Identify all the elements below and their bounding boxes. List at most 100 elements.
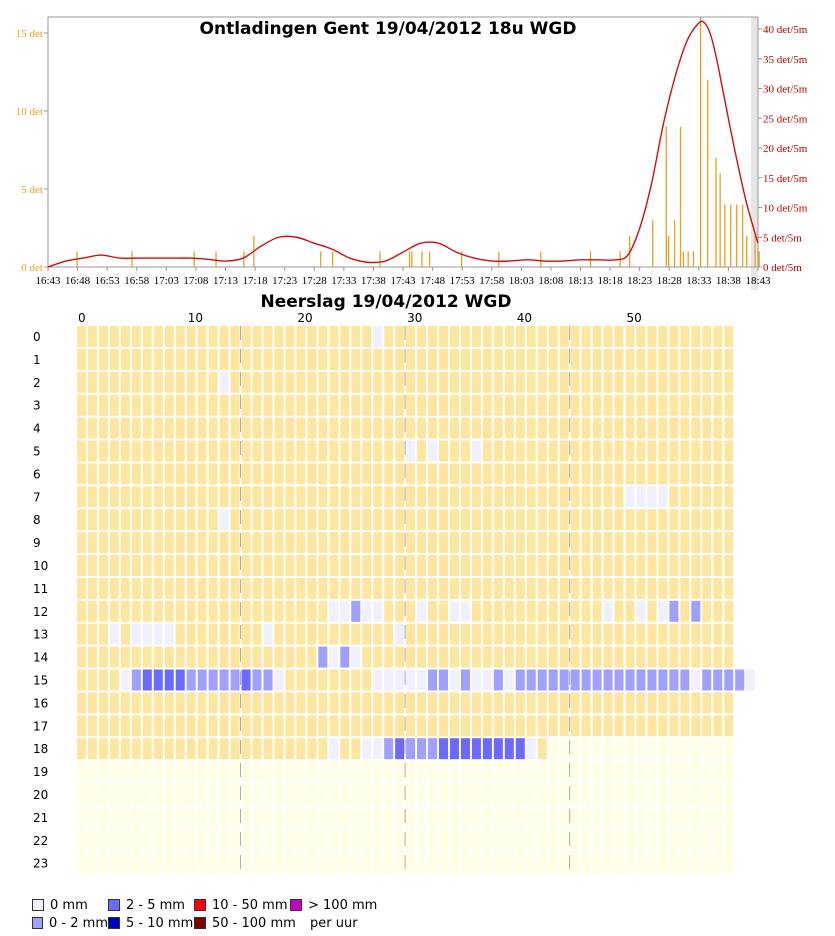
heatmap-cell: [384, 715, 394, 737]
heatmap-cell: [373, 692, 383, 714]
heatmap-cell: [318, 509, 328, 531]
x-tick-label: 17:58: [479, 275, 505, 287]
heatmap-cell: [362, 738, 372, 760]
heatmap-cell: [614, 577, 624, 599]
heatmap-cell: [285, 555, 295, 576]
heatmap-cell: [614, 440, 624, 462]
heatmap-cell: [702, 440, 712, 462]
heatmap-cell: [230, 623, 240, 645]
heatmap-cell: [230, 509, 240, 531]
heatmap-cell: [307, 509, 317, 531]
heatmap-cell: [406, 371, 416, 393]
x-tick-label: 18:43: [745, 275, 771, 287]
heatmap-cell: [120, 486, 130, 508]
heatmap-cell: [428, 669, 438, 691]
heatmap-cell: [515, 577, 525, 599]
heatmap-cell: [570, 417, 580, 439]
heatmap-cell: [548, 486, 558, 508]
heatmap-cell: [285, 600, 295, 622]
legend-label: 50 - 100 mm: [212, 915, 296, 931]
heatmap-cell: [142, 509, 152, 531]
heatmap-cell: [208, 692, 218, 714]
right-tick-label: 10 det/5m: [763, 203, 808, 215]
heatmap-cell: [713, 509, 723, 531]
heatmap-cell: [570, 669, 580, 691]
heatmap-cell: [428, 509, 438, 531]
heatmap-cell: [186, 692, 196, 714]
heatmap-cell: [351, 486, 361, 508]
heatmap-cell: [285, 417, 295, 439]
heatmap-cell: [460, 715, 470, 737]
heatmap-cell: [241, 463, 251, 485]
heatmap-cell: [559, 669, 569, 691]
heatmap-cell: [219, 852, 229, 874]
heatmap-cell: [471, 440, 481, 462]
heatmap-cell: [109, 532, 119, 554]
heatmap-cell: [219, 600, 229, 622]
heatmap-cell: [658, 692, 668, 714]
heatmap-cell: [230, 692, 240, 714]
heatmap-cell: [296, 692, 306, 714]
heatmap-cell: [351, 394, 361, 416]
heatmap-cell: [548, 417, 558, 439]
heatmap-cell: [131, 440, 141, 462]
heatmap-cell: [746, 669, 756, 691]
heatmap-cell: [449, 784, 459, 805]
heatmap-cell: [87, 646, 97, 668]
heatmap-cell: [471, 509, 481, 531]
heatmap-cell: [592, 806, 602, 828]
heatmap-cell: [98, 463, 108, 485]
heatmap-cell: [625, 394, 635, 416]
heatmap-cell: [164, 417, 174, 439]
heatmap-cell: [669, 486, 679, 508]
heatmap-cell: [417, 738, 427, 760]
heatmap-cell: [417, 463, 427, 485]
heatmap-cell: [526, 371, 536, 393]
heatmap-cell: [504, 669, 514, 691]
heatmap-cell: [713, 463, 723, 485]
right-tick-label: 5 det/5m: [763, 232, 802, 244]
heatmap-cell: [614, 326, 624, 347]
heatmap-cell: [658, 829, 668, 851]
heatmap-cell: [439, 600, 449, 622]
heatmap-cell: [526, 852, 536, 874]
heatmap-cell: [460, 852, 470, 874]
heatmap-cell: [526, 623, 536, 645]
heatmap-cell: [175, 417, 185, 439]
heatmap-cell: [219, 646, 229, 668]
heatmap-cell: [186, 394, 196, 416]
heatmap-cell: [449, 692, 459, 714]
heatmap-cell: [702, 784, 712, 805]
heatmap-cell: [592, 532, 602, 554]
row-label: 8: [33, 513, 41, 527]
heatmap-cell: [186, 371, 196, 393]
heatmap-cell: [241, 761, 251, 783]
heatmap-cell: [625, 715, 635, 737]
heatmap-cell: [625, 532, 635, 554]
heatmap-cell: [581, 371, 591, 393]
heatmap-cell: [131, 600, 141, 622]
heatmap-cell: [87, 623, 97, 645]
heatmap-cell: [197, 669, 207, 691]
heatmap-cell: [241, 417, 251, 439]
heatmap-cell: [471, 738, 481, 760]
heatmap-cell: [395, 600, 405, 622]
heatmap-cell: [592, 692, 602, 714]
heatmap-cell: [175, 326, 185, 347]
heatmap-cell: [175, 440, 185, 462]
heatmap-cell: [87, 348, 97, 370]
heatmap-cell: [647, 577, 657, 599]
x-tick-label: 17:33: [331, 275, 357, 287]
heatmap-cell: [669, 669, 679, 691]
heatmap-cell: [581, 555, 591, 576]
heatmap-cell: [175, 532, 185, 554]
x-tick-label: 17:08: [183, 275, 209, 287]
heatmap-cell: [471, 761, 481, 783]
heatmap-cell: [439, 348, 449, 370]
heatmap-cell: [109, 646, 119, 668]
heatmap-cell: [340, 532, 350, 554]
heatmap-cell: [219, 784, 229, 805]
heatmap-cell: [197, 348, 207, 370]
heatmap-cell: [406, 577, 416, 599]
heatmap-cell: [724, 784, 734, 805]
